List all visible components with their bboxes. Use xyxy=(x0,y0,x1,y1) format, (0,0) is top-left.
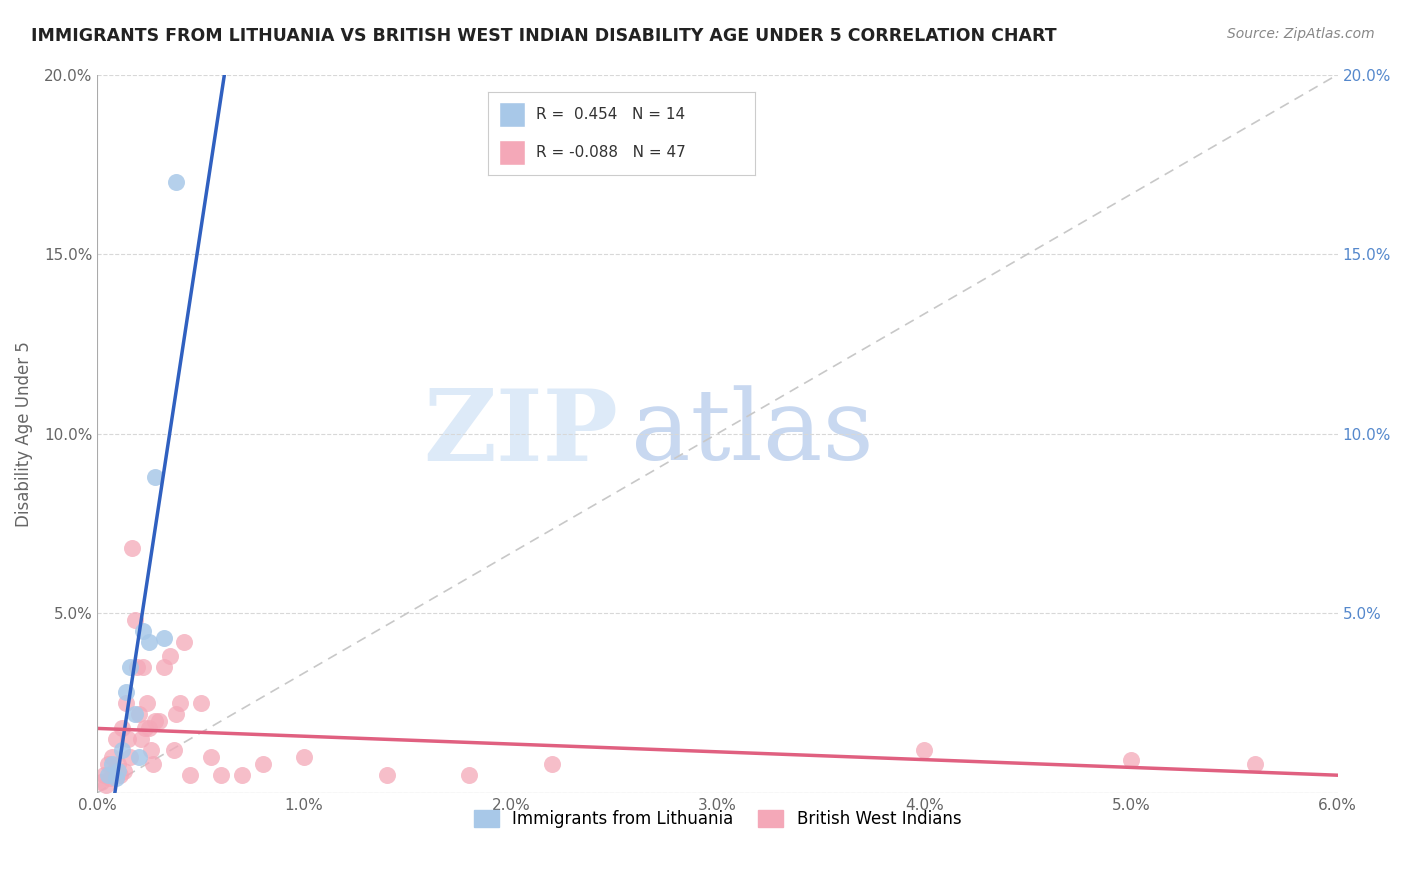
Point xyxy=(128,706,150,721)
Point xyxy=(375,767,398,781)
Point xyxy=(115,696,138,710)
Point xyxy=(107,764,129,778)
Point xyxy=(111,742,134,756)
Point xyxy=(94,779,117,793)
Point xyxy=(93,767,115,781)
Point xyxy=(104,731,127,746)
Point xyxy=(541,756,564,771)
Point xyxy=(458,767,481,781)
Point xyxy=(124,613,146,627)
Point xyxy=(148,714,170,728)
Point xyxy=(912,742,935,756)
Point xyxy=(97,756,120,771)
Point xyxy=(231,767,253,781)
Y-axis label: Disability Age Under 5: Disability Age Under 5 xyxy=(15,341,32,526)
Point xyxy=(128,749,150,764)
Point xyxy=(142,756,165,771)
Point xyxy=(179,767,201,781)
Point xyxy=(115,685,138,699)
Point xyxy=(165,706,187,721)
Point xyxy=(292,749,315,764)
Text: atlas: atlas xyxy=(631,385,873,482)
Point xyxy=(107,756,129,771)
Point xyxy=(90,775,112,789)
Point xyxy=(1119,753,1142,767)
Point xyxy=(136,696,159,710)
Point xyxy=(173,635,195,649)
Point xyxy=(101,749,124,764)
Point xyxy=(165,175,187,189)
Point xyxy=(125,660,148,674)
Point xyxy=(152,632,174,646)
Point xyxy=(97,767,120,781)
Point xyxy=(252,756,274,771)
Point xyxy=(120,749,142,764)
Point xyxy=(120,660,142,674)
Point xyxy=(111,721,134,735)
Point xyxy=(132,660,155,674)
Point xyxy=(163,742,186,756)
Point xyxy=(101,756,124,771)
Point xyxy=(159,649,181,664)
Point xyxy=(98,772,121,786)
Point xyxy=(132,624,155,638)
Text: IMMIGRANTS FROM LITHUANIA VS BRITISH WEST INDIAN DISABILITY AGE UNDER 5 CORRELAT: IMMIGRANTS FROM LITHUANIA VS BRITISH WES… xyxy=(31,27,1056,45)
Point xyxy=(121,541,143,556)
Point xyxy=(190,696,212,710)
Point xyxy=(169,696,191,710)
Point xyxy=(138,635,160,649)
Point xyxy=(129,731,152,746)
Point xyxy=(200,749,222,764)
Point xyxy=(117,731,139,746)
Point xyxy=(1244,756,1267,771)
Point xyxy=(143,714,166,728)
Text: ZIP: ZIP xyxy=(423,385,619,482)
Point xyxy=(209,767,232,781)
Point xyxy=(103,764,125,778)
Point xyxy=(134,721,156,735)
Point xyxy=(108,767,131,781)
Point xyxy=(138,721,160,735)
Point xyxy=(152,660,174,674)
Text: Source: ZipAtlas.com: Source: ZipAtlas.com xyxy=(1227,27,1375,41)
Point xyxy=(139,742,162,756)
Point xyxy=(124,706,146,721)
Point xyxy=(104,772,127,786)
Point xyxy=(112,764,135,778)
Point xyxy=(143,469,166,483)
Legend: Immigrants from Lithuania, British West Indians: Immigrants from Lithuania, British West … xyxy=(467,803,967,835)
